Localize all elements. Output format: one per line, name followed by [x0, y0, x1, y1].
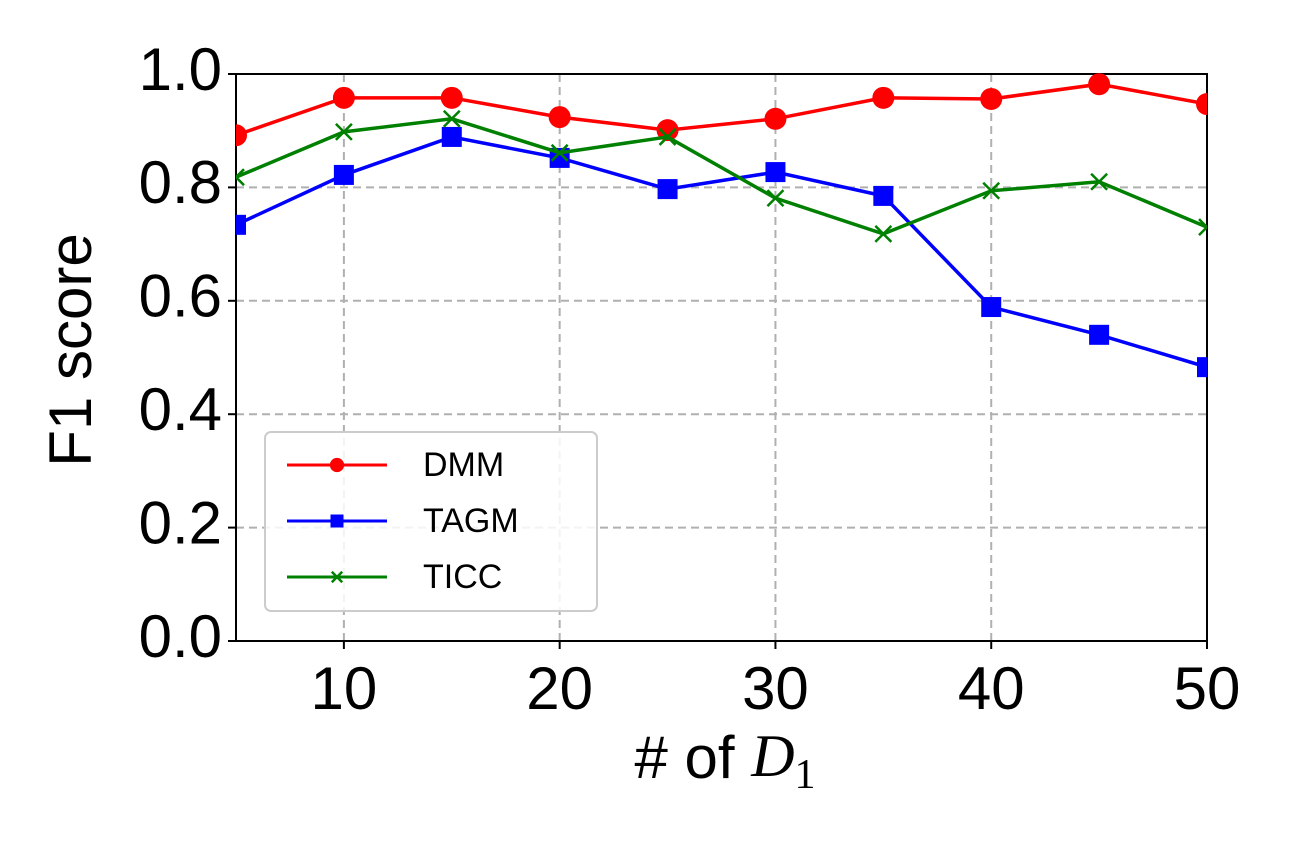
y-tick-label: 1.0 [139, 36, 222, 103]
data-point [766, 189, 785, 208]
series [236, 126, 1207, 378]
x-tick-label: 40 [958, 655, 1025, 722]
x-axis-label-sub: 1 [795, 752, 816, 798]
legend-box [264, 431, 598, 612]
data-point [657, 179, 678, 200]
x-tick-label: 20 [526, 655, 593, 722]
y-tick-label: 0.4 [139, 376, 222, 443]
legend-label: TAGM [423, 502, 519, 540]
x-axis-label-text: # of [634, 724, 751, 791]
data-point [873, 185, 894, 206]
data-point [874, 225, 893, 243]
y-tick-label: 0.0 [139, 603, 222, 670]
data-point [335, 122, 353, 141]
data-point [442, 109, 461, 128]
x-tick-label: 10 [311, 655, 378, 722]
data-point [440, 86, 463, 109]
series-line [236, 82, 1207, 137]
data-point [656, 119, 679, 142]
data-point [981, 297, 1002, 318]
data-point [1090, 172, 1108, 191]
x-axis-label: # of D1 [634, 723, 815, 798]
x-tick-label: 50 [1174, 655, 1241, 722]
data-point [982, 181, 1001, 200]
data-point [1196, 93, 1207, 116]
x-axis-label-var: D [750, 723, 794, 789]
data-point [548, 106, 571, 129]
x-tick-label: 30 [742, 655, 809, 722]
data-point [1088, 73, 1111, 96]
data-point [765, 162, 786, 183]
data-point [764, 107, 787, 130]
data-point [550, 143, 569, 162]
legend-label: TICC [423, 558, 502, 596]
legend-marker [330, 570, 344, 584]
data-point [333, 164, 354, 185]
data-point [236, 124, 247, 147]
series [236, 73, 1207, 147]
data-point [332, 86, 355, 109]
data-point [658, 128, 677, 146]
y-axis-label: F1 score [37, 233, 104, 466]
data-point [1089, 324, 1110, 345]
series [236, 109, 1207, 243]
data-point [441, 126, 462, 147]
series-line [236, 117, 1207, 236]
data-point [1197, 357, 1207, 378]
data-point [236, 214, 246, 235]
data-point [872, 86, 895, 109]
series-line [236, 135, 1207, 369]
data-point [236, 168, 245, 187]
legend-marker [330, 514, 344, 528]
y-tick-label: 0.6 [139, 263, 222, 330]
y-tick-label: 0.2 [139, 489, 222, 556]
legend-label: DMM [423, 446, 504, 484]
y-tick-label: 0.8 [139, 149, 222, 216]
data-point [980, 87, 1003, 110]
data-point [1198, 218, 1207, 236]
legend-marker [329, 457, 345, 473]
